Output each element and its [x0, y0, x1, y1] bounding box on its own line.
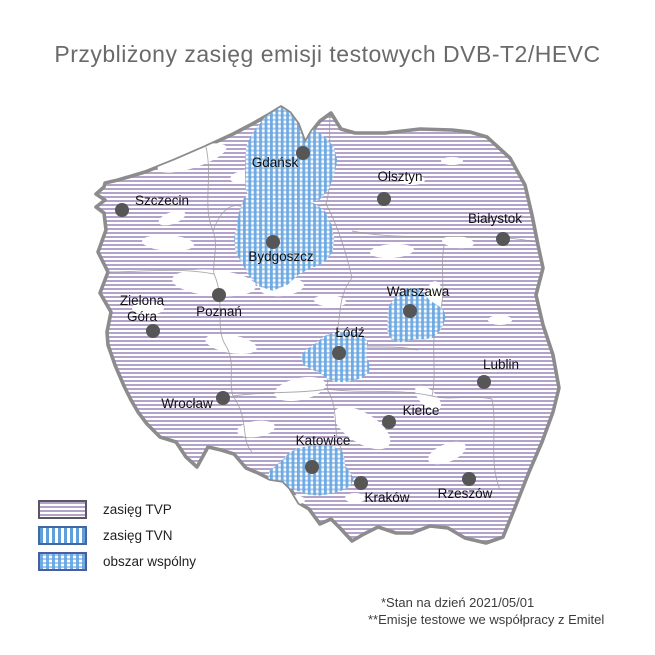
city-marker-katowice: Katowice — [296, 433, 351, 474]
white-area — [399, 175, 425, 185]
city-dot — [382, 415, 396, 429]
voivodeship-border — [491, 398, 501, 491]
tvn-pattern-swatch — [38, 526, 87, 545]
common-coverage-warszawa — [387, 287, 446, 343]
city-dot — [496, 232, 510, 246]
white-area — [414, 385, 442, 411]
city-label: Poznań — [196, 304, 242, 319]
city-label: Szczecin — [135, 193, 189, 208]
city-label: Olsztyn — [377, 169, 422, 184]
page-title: Przybliżony zasięg emisji testowych DVB-… — [54, 41, 601, 68]
city-label: Kraków — [364, 490, 409, 505]
voivodeship-border — [107, 269, 215, 275]
city-marker-olsztyn: Olsztyn — [377, 169, 423, 206]
white-area — [274, 376, 326, 402]
legend-label-tvp: zasięg TVP — [103, 502, 172, 517]
city-label: Rzeszów — [438, 486, 493, 501]
city-marker-krakow: Kraków — [354, 476, 410, 505]
city-label: Kielce — [403, 403, 440, 418]
white-area — [488, 315, 512, 325]
city-label: Zielona Góra — [120, 293, 165, 324]
white-area — [281, 495, 305, 505]
city-dot — [296, 146, 310, 160]
map-inner-layers — [107, 107, 537, 505]
city-marker-gdansk: Gdańsk — [252, 146, 310, 170]
city-dot — [212, 288, 226, 302]
white-area — [205, 334, 257, 354]
city-marker-bydgoszcz: Bydgoszcz — [248, 235, 314, 264]
city-label: Wrocław — [161, 396, 213, 411]
city-dot — [377, 192, 391, 206]
legend-label-common: obszar wspólny — [103, 554, 197, 569]
poland-outline — [94, 105, 561, 545]
city-dot — [216, 391, 230, 405]
white-area — [172, 269, 256, 297]
city-dot — [115, 203, 129, 217]
city-marker-wroclaw: Wrocław — [161, 391, 230, 411]
white-area — [157, 143, 227, 173]
city-label: Białystok — [468, 211, 522, 226]
voivodeship-border — [351, 230, 537, 243]
footnote-emitel: **Emisje testowe we współpracy z Emitel — [368, 612, 605, 627]
white-area — [142, 234, 194, 252]
city-dot — [403, 304, 417, 318]
white-area — [314, 294, 346, 308]
common-pattern-swatch — [38, 552, 87, 571]
city-marker-lodz: Łódź — [332, 325, 365, 360]
city-dot — [477, 375, 491, 389]
city-marker-zielona-gora: Zielona Góra — [120, 293, 165, 338]
voivodeship-border — [232, 388, 328, 397]
city-marker-warszawa: Warszawa — [387, 284, 450, 318]
white-area — [442, 235, 474, 249]
city-marker-szczecin: Szczecin — [115, 193, 189, 217]
city-label: Warszawa — [387, 284, 450, 299]
city-marker-poznan: Poznań — [196, 288, 242, 319]
city-marker-lublin: Lublin — [477, 357, 519, 389]
white-area — [370, 243, 414, 259]
city-dot — [146, 324, 160, 338]
city-label: Bydgoszcz — [248, 249, 314, 264]
footnote-date: *Stan na dzień 2021/05/01 — [381, 595, 535, 610]
white-area — [158, 210, 186, 226]
city-label: Gdańsk — [252, 155, 299, 170]
voivodeship-border — [325, 203, 353, 279]
city-label: Katowice — [296, 433, 351, 448]
white-area — [132, 301, 164, 315]
legend-label-tvn: zasięg TVN — [103, 528, 173, 543]
legend-item-tvp: zasięg TVP — [38, 500, 196, 519]
city-dot — [462, 472, 476, 486]
white-area — [428, 441, 466, 465]
city-dot — [266, 235, 280, 249]
common-coverage-gdansk — [245, 107, 338, 208]
city-dot — [332, 346, 346, 360]
white-area — [345, 493, 365, 503]
legend-item-common: obszar wspólny — [38, 552, 196, 571]
city-marker-kielce: Kielce — [382, 403, 439, 429]
white-area — [237, 420, 275, 438]
tvp-pattern-swatch — [38, 500, 87, 519]
footnotes: *Stan na dzień 2021/05/01 **Emisje testo… — [368, 594, 604, 628]
white-area — [333, 406, 391, 450]
white-area — [441, 157, 463, 165]
legend: zasięg TVP zasięg TVN obszar wspólny — [38, 500, 196, 578]
city-dot — [305, 460, 319, 474]
city-marker-rzeszow: Rzeszów — [438, 472, 493, 501]
city-label: Łódź — [335, 325, 365, 340]
city-marker-bialystok: Białystok — [468, 211, 522, 246]
city-label: Lublin — [483, 357, 519, 372]
legend-item-tvn: zasięg TVN — [38, 526, 196, 545]
common-coverage-bydgoszcz — [234, 189, 335, 291]
voivodeship-border — [326, 388, 493, 400]
voivodeship-border — [232, 395, 253, 453]
city-dot — [354, 476, 368, 490]
